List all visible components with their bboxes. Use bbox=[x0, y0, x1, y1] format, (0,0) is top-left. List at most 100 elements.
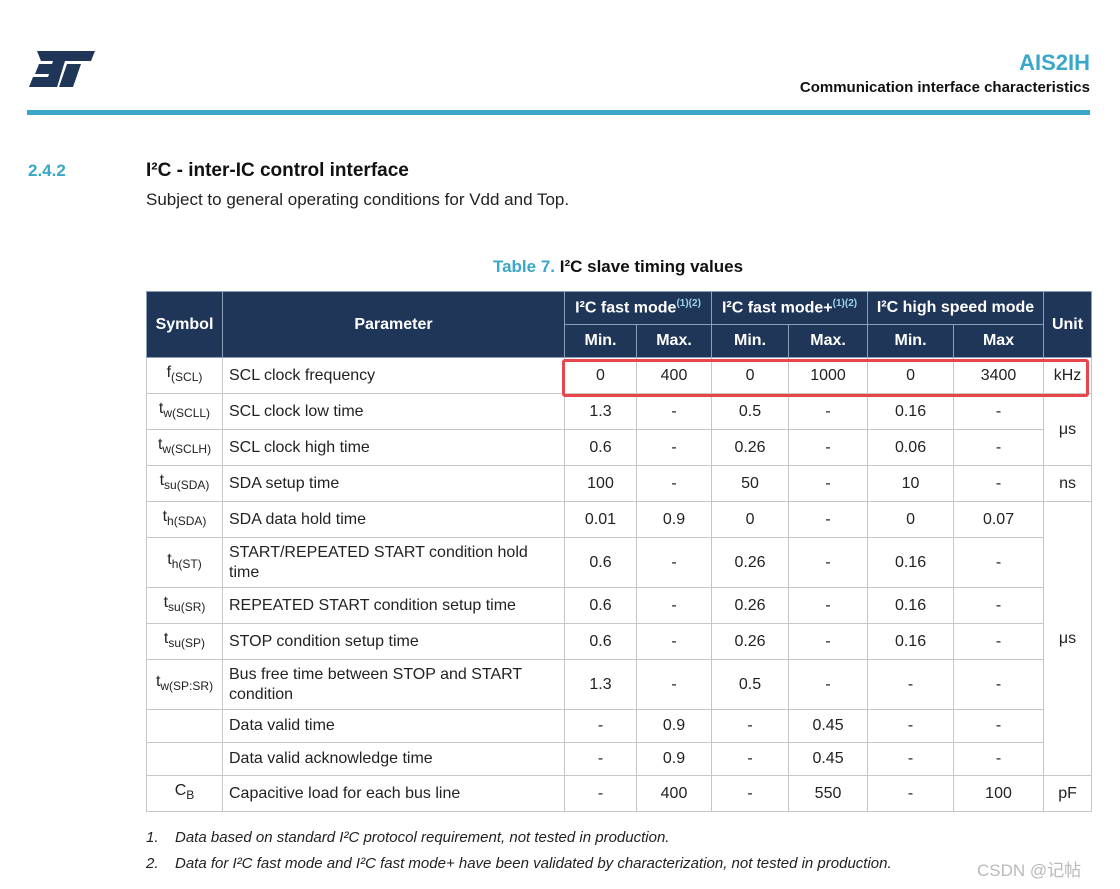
symbol-cell: th(SDA) bbox=[146, 501, 223, 538]
table-row: tw(SCLL) SCL clock low time 1.3 - 0.5 - … bbox=[146, 393, 1093, 466]
value-cell: - bbox=[953, 709, 1045, 743]
value-cell: - bbox=[953, 659, 1045, 710]
unit-cell: μs bbox=[1043, 393, 1093, 466]
header-max: Max bbox=[953, 324, 1045, 358]
value-cell: 10 bbox=[867, 465, 955, 502]
value-cell: - bbox=[711, 742, 790, 776]
value-cell: 0 bbox=[867, 501, 955, 538]
parameter-cell: Capacitive load for each bus line bbox=[222, 775, 565, 812]
value-cell: 550 bbox=[788, 775, 869, 812]
value-cell: 0.6 bbox=[564, 623, 637, 660]
symbol-cell: f(SCL) bbox=[146, 357, 223, 394]
table-row: tw(SP:SR) Bus free time between STOP and… bbox=[146, 659, 1092, 710]
value-cell: - bbox=[635, 659, 713, 710]
value-cell: - bbox=[788, 623, 869, 660]
value-cell: 0.07 bbox=[953, 501, 1045, 538]
value-cell: 0.6 bbox=[564, 587, 637, 624]
value-cell: - bbox=[788, 429, 869, 466]
table-row: th(ST) START/REPEATED START condition ho… bbox=[146, 537, 1092, 588]
unit-cell: kHz bbox=[1043, 357, 1093, 394]
symbol-cell: tw(SCLL) bbox=[146, 393, 223, 430]
value-cell: 1.3 bbox=[564, 393, 637, 430]
value-cell: - bbox=[635, 429, 713, 466]
parameter-cell: SCL clock frequency bbox=[222, 357, 565, 394]
table-row: tsu(SDA) SDA setup time 100 - 50 - 10 - … bbox=[146, 465, 1093, 502]
value-cell: - bbox=[788, 501, 869, 538]
table-row: tsu(SP) STOP condition setup time 0.6 - … bbox=[146, 623, 1092, 660]
note-item: 1. Data based on standard I²C protocol re… bbox=[146, 829, 670, 846]
table-row: CB Capacitive load for each bus line - 4… bbox=[146, 775, 1093, 812]
header-min: Min. bbox=[711, 324, 790, 358]
value-cell: 0.16 bbox=[867, 587, 955, 624]
value-cell: - bbox=[788, 587, 869, 624]
value-cell: - bbox=[953, 537, 1045, 588]
parameter-cell: Data valid acknowledge time bbox=[222, 742, 565, 776]
value-cell: - bbox=[953, 742, 1045, 776]
header-high-speed-mode: I²C high speed mode bbox=[867, 291, 1045, 325]
value-cell: 0.26 bbox=[711, 623, 790, 660]
document-title: AIS2IH bbox=[1019, 50, 1090, 75]
header-fast-mode-plus: I²C fast mode+(1)(2) bbox=[711, 291, 869, 325]
value-cell: - bbox=[635, 393, 713, 430]
parameter-cell: SDA data hold time bbox=[222, 501, 565, 538]
value-cell: 0.45 bbox=[788, 742, 869, 776]
value-cell: 0.5 bbox=[711, 659, 790, 710]
unit-cell: ns bbox=[1043, 465, 1093, 502]
value-cell: 0.26 bbox=[711, 587, 790, 624]
section-number: 2.4.2 bbox=[28, 161, 66, 180]
value-cell: 100 bbox=[564, 465, 637, 502]
header-symbol: Symbol bbox=[146, 291, 223, 358]
parameter-cell: SDA setup time bbox=[222, 465, 565, 502]
symbol-cell: tw(SP:SR) bbox=[146, 659, 223, 710]
header-parameter: Parameter bbox=[222, 291, 565, 358]
symbol-cell: CB bbox=[146, 775, 223, 812]
watermark: CSDN @记帖 bbox=[977, 861, 1082, 880]
value-cell: 100 bbox=[953, 775, 1045, 812]
value-cell: - bbox=[635, 537, 713, 588]
header-min: Min. bbox=[564, 324, 637, 358]
value-cell: - bbox=[564, 775, 637, 812]
value-cell: 1000 bbox=[788, 357, 869, 394]
value-cell: 50 bbox=[711, 465, 790, 502]
value-cell: - bbox=[867, 742, 955, 776]
value-cell: 0.45 bbox=[788, 709, 869, 743]
value-cell: 0.6 bbox=[564, 429, 637, 466]
symbol-cell: tsu(SDA) bbox=[146, 465, 223, 502]
parameter-cell: START/REPEATED START condition hold time bbox=[222, 537, 565, 588]
unit-cell: μs bbox=[1043, 501, 1093, 776]
value-cell: 0 bbox=[711, 501, 790, 538]
table-notes: 1. Data based on standard I²C protocol re… bbox=[146, 829, 892, 881]
section-text: Subject to general operating conditions … bbox=[146, 190, 570, 209]
parameter-cell: STOP condition setup time bbox=[222, 623, 565, 660]
value-cell: 0.16 bbox=[867, 393, 955, 430]
value-cell: 0.6 bbox=[564, 537, 637, 588]
value-cell: - bbox=[867, 775, 955, 812]
parameter-cell: SCL clock high time bbox=[222, 429, 565, 466]
header-unit: Unit bbox=[1043, 291, 1093, 358]
table-caption: Table 7. I²C slave timing values bbox=[146, 257, 1090, 277]
value-cell: - bbox=[953, 587, 1045, 624]
value-cell: 0.01 bbox=[564, 501, 637, 538]
table-row: tw(SCLH) SCL clock high time 0.6 - 0.26 … bbox=[146, 429, 1092, 466]
header-max: Max. bbox=[635, 324, 713, 358]
value-cell: - bbox=[953, 465, 1045, 502]
value-cell: 0 bbox=[564, 357, 637, 394]
value-cell: 0.16 bbox=[867, 623, 955, 660]
value-cell: - bbox=[711, 775, 790, 812]
value-cell: 400 bbox=[635, 357, 713, 394]
value-cell: 0.26 bbox=[711, 537, 790, 588]
value-cell: - bbox=[788, 393, 869, 430]
value-cell: - bbox=[635, 465, 713, 502]
value-cell: 0.26 bbox=[711, 429, 790, 466]
value-cell: - bbox=[867, 709, 955, 743]
unit-cell: pF bbox=[1043, 775, 1093, 812]
value-cell: - bbox=[635, 623, 713, 660]
value-cell: - bbox=[635, 587, 713, 624]
table-row: Data valid time - 0.9 - 0.45 - - bbox=[146, 709, 1092, 743]
value-cell: 0.5 bbox=[711, 393, 790, 430]
symbol-cell bbox=[146, 709, 223, 743]
table-caption-label: Table 7. bbox=[492, 257, 555, 276]
note-item: 2. Data for I²C fast mode and I²C fast mo… bbox=[146, 855, 892, 872]
table-row: tsu(SR) REPEATED START condition setup t… bbox=[146, 587, 1092, 624]
parameter-cell: SCL clock low time bbox=[222, 393, 565, 430]
